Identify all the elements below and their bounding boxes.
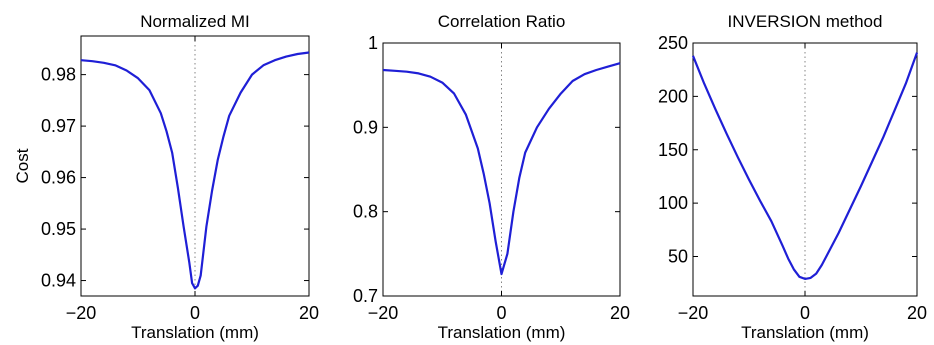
chart-panel-3: −20 0 20 50 100 150 200 250 INVERSION method Tran… <box>658 12 927 342</box>
y-tick-label: 100 <box>658 193 688 213</box>
x-tick-label: 20 <box>610 303 630 323</box>
y-tick-label: 50 <box>668 247 688 267</box>
y-axis-label: Cost <box>13 148 32 183</box>
chart-title: Correlation Ratio <box>438 12 566 31</box>
y-tick-label: 200 <box>658 86 688 106</box>
x-tick-label: −20 <box>66 303 97 323</box>
x-tick-label: 0 <box>800 303 810 323</box>
x-tick-label: 0 <box>496 303 506 323</box>
y-tick-label: 0.98 <box>41 65 76 85</box>
y-tick-label: 0.95 <box>41 219 76 239</box>
series-line <box>691 52 919 280</box>
x-tick-label: 20 <box>299 303 319 323</box>
y-tick-label: 0.9 <box>353 117 378 137</box>
chart-panel-2: −20 0 20 0.7 0.8 0.9 1 Correlation Ratio Transla… <box>353 12 630 342</box>
x-axis-label: Translation (mm) <box>741 323 869 342</box>
y-tick-label: 1 <box>368 33 378 53</box>
y-tick-label: 0.96 <box>41 168 76 188</box>
x-tick-label: 20 <box>907 303 927 323</box>
chart-title: INVERSION method <box>728 12 883 31</box>
y-tick-label: 250 <box>658 33 688 53</box>
y-tick-label: 0.7 <box>353 286 378 306</box>
x-tick-label: −20 <box>368 303 399 323</box>
x-axis-label: Translation (mm) <box>131 323 259 342</box>
chart-panel-1: −20 0 20 0.94 0.95 0.96 0.97 0.98 Normalized MI T… <box>13 12 319 342</box>
y-tick-label: 0.8 <box>353 202 378 222</box>
x-axis-label: Translation (mm) <box>438 323 566 342</box>
series-line <box>382 62 621 276</box>
y-tick-label: 0.97 <box>41 116 76 136</box>
x-tick-label: −20 <box>678 303 709 323</box>
y-tick-label: 150 <box>658 140 688 160</box>
y-tick-label: 0.94 <box>41 271 76 291</box>
chart-title: Normalized MI <box>140 12 250 31</box>
x-tick-label: 0 <box>190 303 200 323</box>
series-line <box>80 51 310 290</box>
